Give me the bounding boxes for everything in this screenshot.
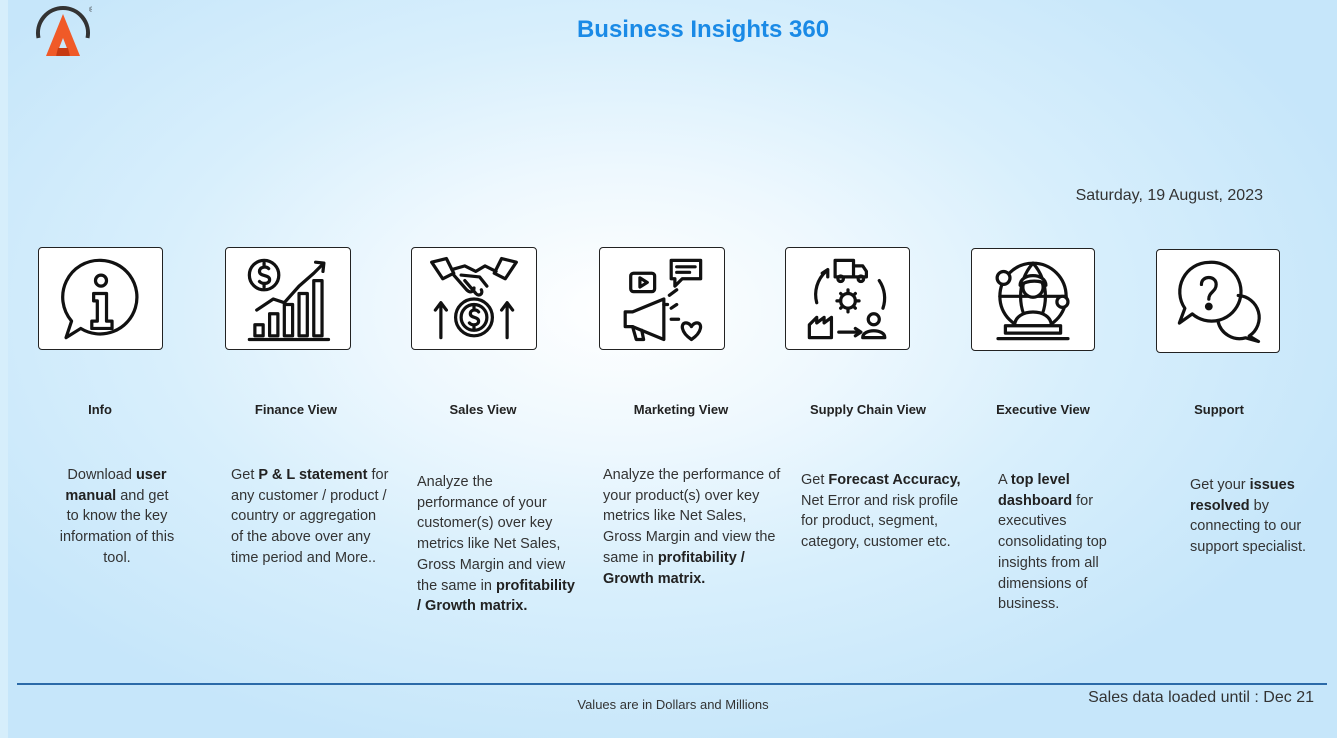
info-label: Info (88, 402, 112, 417)
sales-view-description: Analyze the performance of your customer… (417, 472, 577, 617)
data-loaded-status: Sales data loaded until : Dec 21 (1088, 689, 1314, 706)
svg-text:®: ® (89, 6, 92, 14)
executive-globe-icon (995, 261, 1070, 340)
home-page: ® Business Insights 360 Saturday, 19 Aug… (8, 0, 1337, 738)
megaphone-icon (623, 258, 703, 341)
description-bold-text: top level dashboard (998, 472, 1073, 509)
description-text: by connecting to our support specialist. (1190, 497, 1307, 556)
description-bold-text: Forecast Accuracy, (828, 472, 961, 488)
description-text: Net Error and risk profile for product, … (801, 492, 959, 551)
description-bold-text: user manual (65, 467, 167, 504)
company-logo: ® (36, 6, 92, 56)
description-bold-text: profitability / Growth matrix. (603, 549, 745, 587)
handshake-dollar-icon (430, 256, 518, 339)
description-text: Get your (1190, 477, 1250, 493)
executive-view-label: Executive View (996, 402, 1090, 417)
info-description: Download user manual and get to know the… (58, 465, 176, 569)
finance-view-label: Finance View (254, 402, 338, 417)
marketing-card-button[interactable] (599, 247, 725, 350)
description-bold-text: issues resolved (1190, 477, 1295, 514)
finance-growth-chart-icon (247, 258, 331, 341)
supply-chain-card-button[interactable] (785, 247, 910, 350)
support-description: Get your issues resolved by connecting t… (1190, 475, 1320, 558)
executive-view-description: A top level dashboard for executives con… (998, 470, 1128, 615)
support-label: Support (1194, 402, 1244, 417)
finance-view-description: Get P & L statement for any customer / p… (231, 465, 391, 569)
sales-card-button[interactable] (411, 247, 537, 350)
info-card-button[interactable] (38, 247, 163, 350)
description-text: A (998, 472, 1011, 488)
description-text: Get (231, 467, 259, 483)
executive-card-button[interactable] (971, 248, 1095, 351)
info-chat-icon (60, 258, 138, 339)
marketing-view-description: Analyze the performance of your product(… (603, 465, 783, 589)
supply-chain-view-label: Supply Chain View (809, 402, 927, 417)
footer-divider (17, 683, 1327, 685)
question-chat-icon (1177, 260, 1261, 344)
supply-chain-cycle-icon (807, 258, 886, 339)
supply-chain-view-description: Get Forecast Accuracy, Net Error and ris… (801, 470, 966, 553)
description-text: for any customer / product / country or … (231, 467, 389, 566)
units-note: Values are in Dollars and Millions (577, 697, 769, 712)
description-text: Analyze the performance of your customer… (417, 474, 566, 594)
sales-view-label: Sales View (449, 402, 517, 417)
current-date: Saturday, 19 August, 2023 (1075, 187, 1263, 204)
description-text: Download (67, 467, 136, 483)
description-text: for executives consolidating top insight… (998, 492, 1107, 613)
page-title: Business Insights 360 (576, 16, 830, 43)
description-text: Get (801, 472, 829, 488)
description-bold-text: profitability / Growth matrix. (417, 577, 575, 615)
description-bold-text: P & L statement (258, 467, 368, 483)
description-text: and get to know the key information of t… (59, 487, 175, 566)
description-text: Analyze the performance of your product(… (603, 467, 781, 566)
marketing-view-label: Marketing View (633, 402, 729, 417)
support-card-button[interactable] (1156, 249, 1280, 353)
finance-card-button[interactable] (225, 247, 351, 350)
